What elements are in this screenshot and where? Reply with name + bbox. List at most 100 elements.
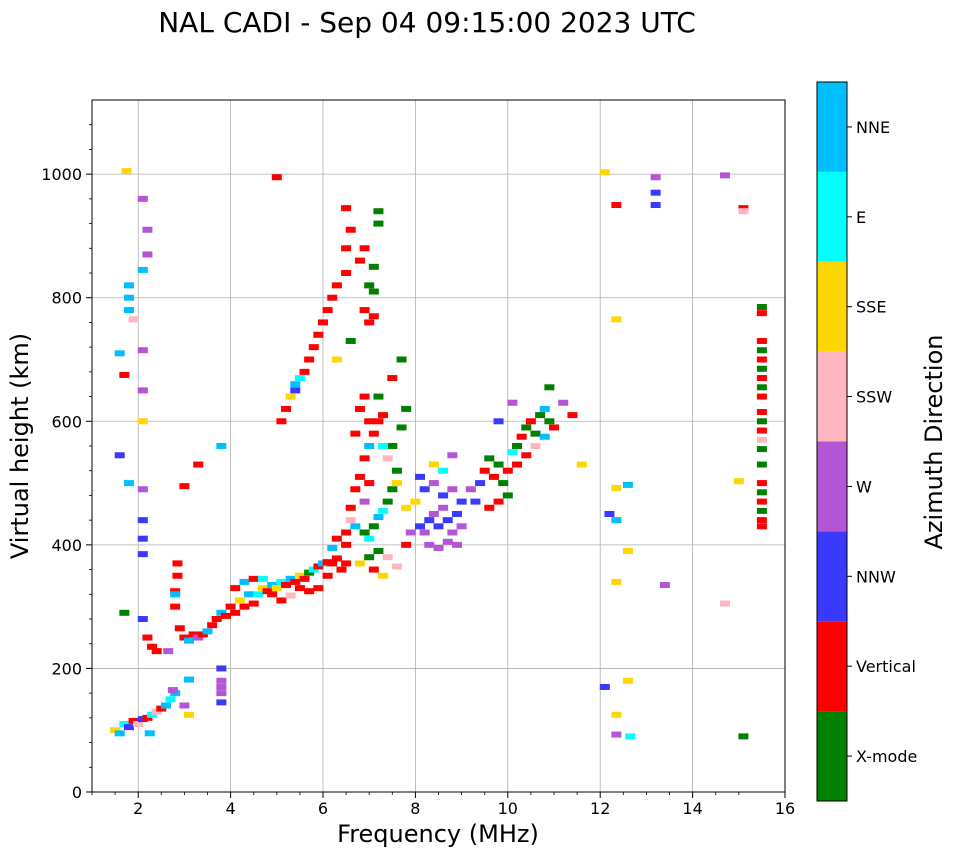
echo-mark: [650, 189, 661, 196]
echo-mark: [419, 486, 430, 493]
echo-mark: [396, 424, 407, 431]
echo-mark: [172, 572, 183, 579]
echo-mark: [193, 634, 204, 641]
echo-mark: [290, 381, 301, 388]
echo-mark: [230, 585, 241, 592]
echo-mark: [294, 585, 305, 592]
echo-mark: [442, 517, 453, 524]
echo-mark: [521, 424, 532, 431]
echo-mark: [378, 412, 389, 419]
echo-mark: [114, 730, 125, 737]
echo-mark: [756, 498, 767, 505]
colorbar-label-vertical: Vertical: [856, 657, 916, 676]
echo-mark: [354, 257, 365, 264]
colorbar-segment: [817, 351, 847, 442]
echo-mark: [216, 443, 227, 449]
colorbar-segment: [817, 261, 847, 352]
echo-mark: [354, 473, 365, 480]
echo-mark: [622, 677, 633, 684]
echo-mark: [756, 310, 767, 317]
echo-mark: [350, 523, 361, 530]
echo-mark: [354, 560, 365, 567]
echo-mark: [119, 721, 130, 728]
echo-mark: [313, 331, 324, 338]
x-tick-label: 6: [318, 799, 328, 818]
echo-mark: [525, 418, 536, 425]
echo-mark: [230, 609, 241, 616]
echo-mark: [484, 504, 495, 511]
colorbar-segment: [817, 621, 847, 712]
echo-mark: [382, 498, 393, 505]
echo-mark: [123, 282, 134, 289]
echo-mark: [401, 504, 412, 511]
echo-mark: [382, 455, 393, 462]
echo-mark: [599, 683, 610, 690]
echo-mark: [438, 492, 449, 499]
y-tick-label: 600: [51, 412, 82, 431]
x-tick-label: 2: [133, 799, 143, 818]
echo-mark: [456, 523, 467, 530]
echo-mark: [756, 446, 767, 453]
echo-mark: [336, 566, 347, 573]
echo-mark: [359, 245, 370, 252]
colorbar-label-ssw: SSW: [856, 388, 892, 407]
echo-mark: [170, 591, 181, 598]
echo-mark: [479, 467, 490, 474]
echo-mark: [248, 575, 259, 582]
x-tick-label: 12: [590, 799, 610, 818]
echo-mark: [373, 514, 384, 521]
echo-mark: [211, 616, 222, 622]
echo-mark: [368, 313, 379, 320]
echo-mark: [364, 319, 375, 326]
echo-mark: [313, 585, 324, 592]
echo-mark: [756, 384, 767, 391]
echo-mark: [137, 486, 148, 493]
echo-mark: [364, 554, 375, 561]
echo-mark: [123, 294, 134, 301]
echo-mark: [465, 486, 476, 493]
echo-mark: [285, 592, 296, 599]
echo-mark: [378, 572, 389, 579]
colorbar-segment: [817, 531, 847, 622]
echo-mark: [262, 588, 273, 595]
colorbar-frame: [816, 81, 848, 802]
echo-mark: [502, 467, 513, 474]
echo-mark: [521, 452, 532, 459]
echo-mark: [244, 591, 255, 598]
echo-mark: [345, 504, 356, 511]
echo-mark: [137, 387, 148, 394]
echo-mark: [318, 319, 328, 326]
y-tick-label: 0: [72, 783, 82, 802]
colorbar-segment: [817, 171, 847, 262]
echo-mark: [322, 572, 333, 579]
echo-mark: [622, 548, 633, 555]
echo-mark: [442, 538, 453, 545]
echo-mark: [364, 480, 375, 487]
colorbar-label-sse: SSE: [856, 298, 886, 317]
echo-mark: [507, 449, 518, 456]
echo-mark: [341, 529, 352, 536]
echo-mark: [378, 507, 389, 514]
colorbar-label-nne: NNE: [856, 118, 890, 137]
echo-mark: [341, 541, 352, 548]
echo-mark: [622, 481, 633, 488]
echo-mark: [271, 174, 282, 181]
echo-mark: [611, 731, 622, 738]
echo-mark: [493, 498, 504, 505]
echo-mark: [327, 294, 338, 301]
echo-mark: [405, 529, 416, 536]
echo-mark: [239, 603, 250, 610]
echo-mark: [137, 195, 148, 202]
echo-mark: [364, 443, 375, 449]
echo-mark: [391, 467, 402, 474]
colorbar-segment: [817, 711, 847, 801]
echo-mark: [359, 393, 370, 400]
echo-mark: [368, 566, 379, 573]
echo-mark: [345, 226, 356, 233]
echo-mark: [756, 523, 767, 530]
echo-mark: [170, 603, 181, 610]
echo-mark: [424, 541, 435, 548]
echo-mark: [611, 711, 622, 718]
echo-mark: [756, 489, 767, 496]
echo-mark: [359, 307, 370, 314]
